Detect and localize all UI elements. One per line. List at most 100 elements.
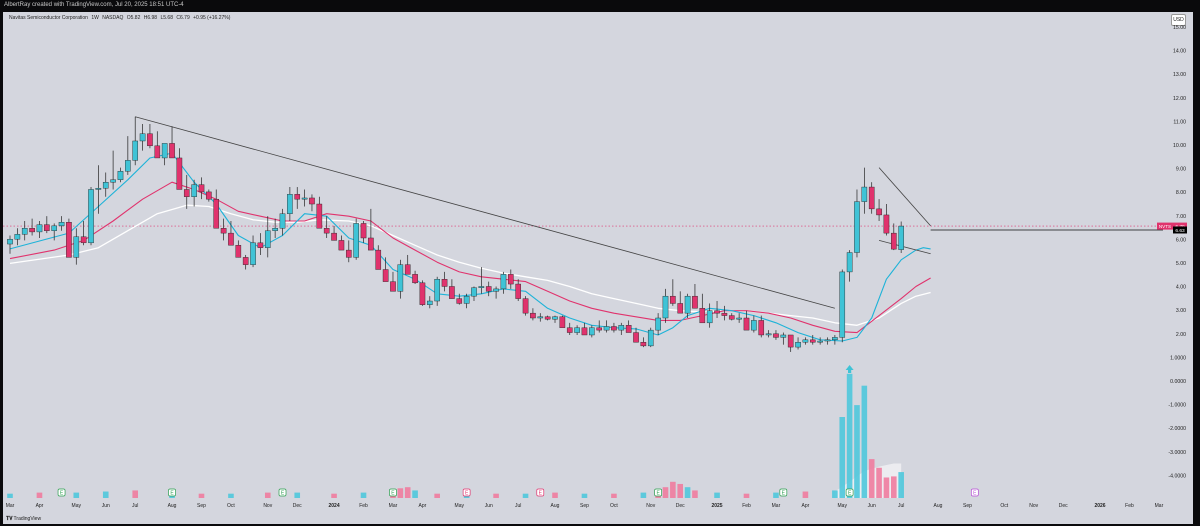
candle-body [88, 189, 94, 244]
candle-body [706, 310, 713, 324]
volume-bar [832, 490, 838, 498]
price-axis-label: 7.00 [1176, 214, 1186, 220]
time-axis-label: Mar [772, 503, 781, 509]
candle-body [191, 184, 197, 197]
candle [95, 165, 102, 214]
close-value: C6.79 [176, 15, 190, 21]
candle-body [559, 316, 566, 328]
candle [736, 313, 742, 323]
earnings-marker-box [970, 488, 979, 497]
candle-body [552, 316, 558, 320]
earnings-marker-box [845, 488, 854, 497]
candle-body [434, 279, 440, 302]
earnings-marker-label: E [782, 491, 786, 497]
candle-body [508, 274, 514, 285]
time-axis: Mar Apr May Jun Jul Aug Sep Oct Nov Dec 2024 Feb Mar… [6, 503, 1164, 509]
candle [176, 148, 183, 190]
candle-body [817, 340, 823, 343]
candle [795, 337, 801, 350]
price-tag-symbol: NVTS [1159, 224, 1171, 229]
price-tag-symbol-box [1157, 222, 1173, 230]
candle [633, 327, 639, 343]
candle-body [390, 281, 396, 292]
change-value: +0.95 (+16.27%) [193, 15, 231, 21]
candle-body [662, 295, 669, 319]
candle-body [824, 339, 831, 342]
open-value: O5.82 [126, 15, 141, 21]
price-tag-value-box [1173, 226, 1187, 234]
volume-bar [412, 490, 418, 498]
candle [780, 332, 787, 345]
candle-body [51, 225, 57, 231]
high-value: H6.98 [143, 15, 158, 21]
candle [353, 218, 359, 260]
interval-label[interactable]: 1W [91, 15, 99, 21]
candle [235, 240, 242, 258]
candle-body [132, 140, 139, 161]
candle [331, 225, 337, 241]
candle [530, 308, 536, 321]
candle [839, 269, 846, 343]
candle-body [581, 327, 588, 336]
earnings-marker: E [389, 488, 397, 497]
candle-body [647, 329, 654, 347]
candles [7, 116, 904, 352]
candle [706, 303, 713, 328]
price-axis-label: 3.00 [1176, 308, 1186, 314]
candle-body [331, 232, 337, 241]
candle-body [677, 303, 684, 314]
price-tag: 6.63 [1173, 226, 1187, 234]
candle-body [441, 279, 448, 287]
candle [368, 208, 374, 251]
candle-body [176, 157, 183, 190]
candle-body [611, 326, 617, 331]
candle-body [250, 242, 256, 265]
author-credit: AlbertRay created with TradingView.com, … [4, 2, 184, 8]
time-axis-label: Jul [515, 503, 521, 509]
candle-body [868, 186, 875, 210]
candle [21, 221, 28, 241]
volume-bar [846, 373, 853, 498]
price-axis-label: 2.00 [1176, 332, 1186, 338]
candle [684, 293, 691, 318]
price-axis-label: 12.00 [1173, 96, 1186, 102]
candle-body [360, 223, 367, 239]
candle [832, 334, 838, 345]
candle-body [206, 191, 212, 200]
candle [566, 322, 573, 335]
candle [29, 218, 35, 236]
earnings-marker-box [57, 488, 66, 497]
candle-body [625, 325, 632, 333]
candle [714, 301, 720, 318]
price-axis-label: -4.0000 [1168, 473, 1186, 479]
candle-body [743, 317, 750, 331]
volume-bar [331, 493, 337, 498]
candle-body [110, 179, 116, 183]
time-axis-label: Nov [646, 503, 655, 509]
candle-body [832, 337, 838, 341]
time-axis-label: Feb [1125, 503, 1134, 509]
candle [80, 221, 87, 246]
time-axis-label: Aug [934, 503, 943, 509]
symbol-name[interactable]: Navitas Semiconductor Corporation [9, 15, 88, 21]
candle [765, 330, 772, 338]
volume-bar [876, 467, 882, 498]
exchange-label: NASDAQ [102, 15, 124, 21]
candle-body [264, 230, 271, 248]
price-tag-value: 6.63 [1175, 228, 1185, 234]
candle-body [323, 228, 330, 234]
candle [721, 305, 728, 321]
candle [625, 320, 632, 333]
volume-bar [640, 492, 647, 498]
candle-body [154, 145, 161, 159]
candle [102, 172, 109, 197]
candle-body [765, 333, 772, 336]
candle [309, 194, 315, 212]
candle-body [537, 316, 544, 319]
volume-bar [581, 493, 588, 498]
candle [478, 267, 485, 294]
volume-bar [743, 493, 750, 498]
volume-bar [802, 491, 809, 498]
currency-button[interactable]: USD [1171, 14, 1186, 26]
